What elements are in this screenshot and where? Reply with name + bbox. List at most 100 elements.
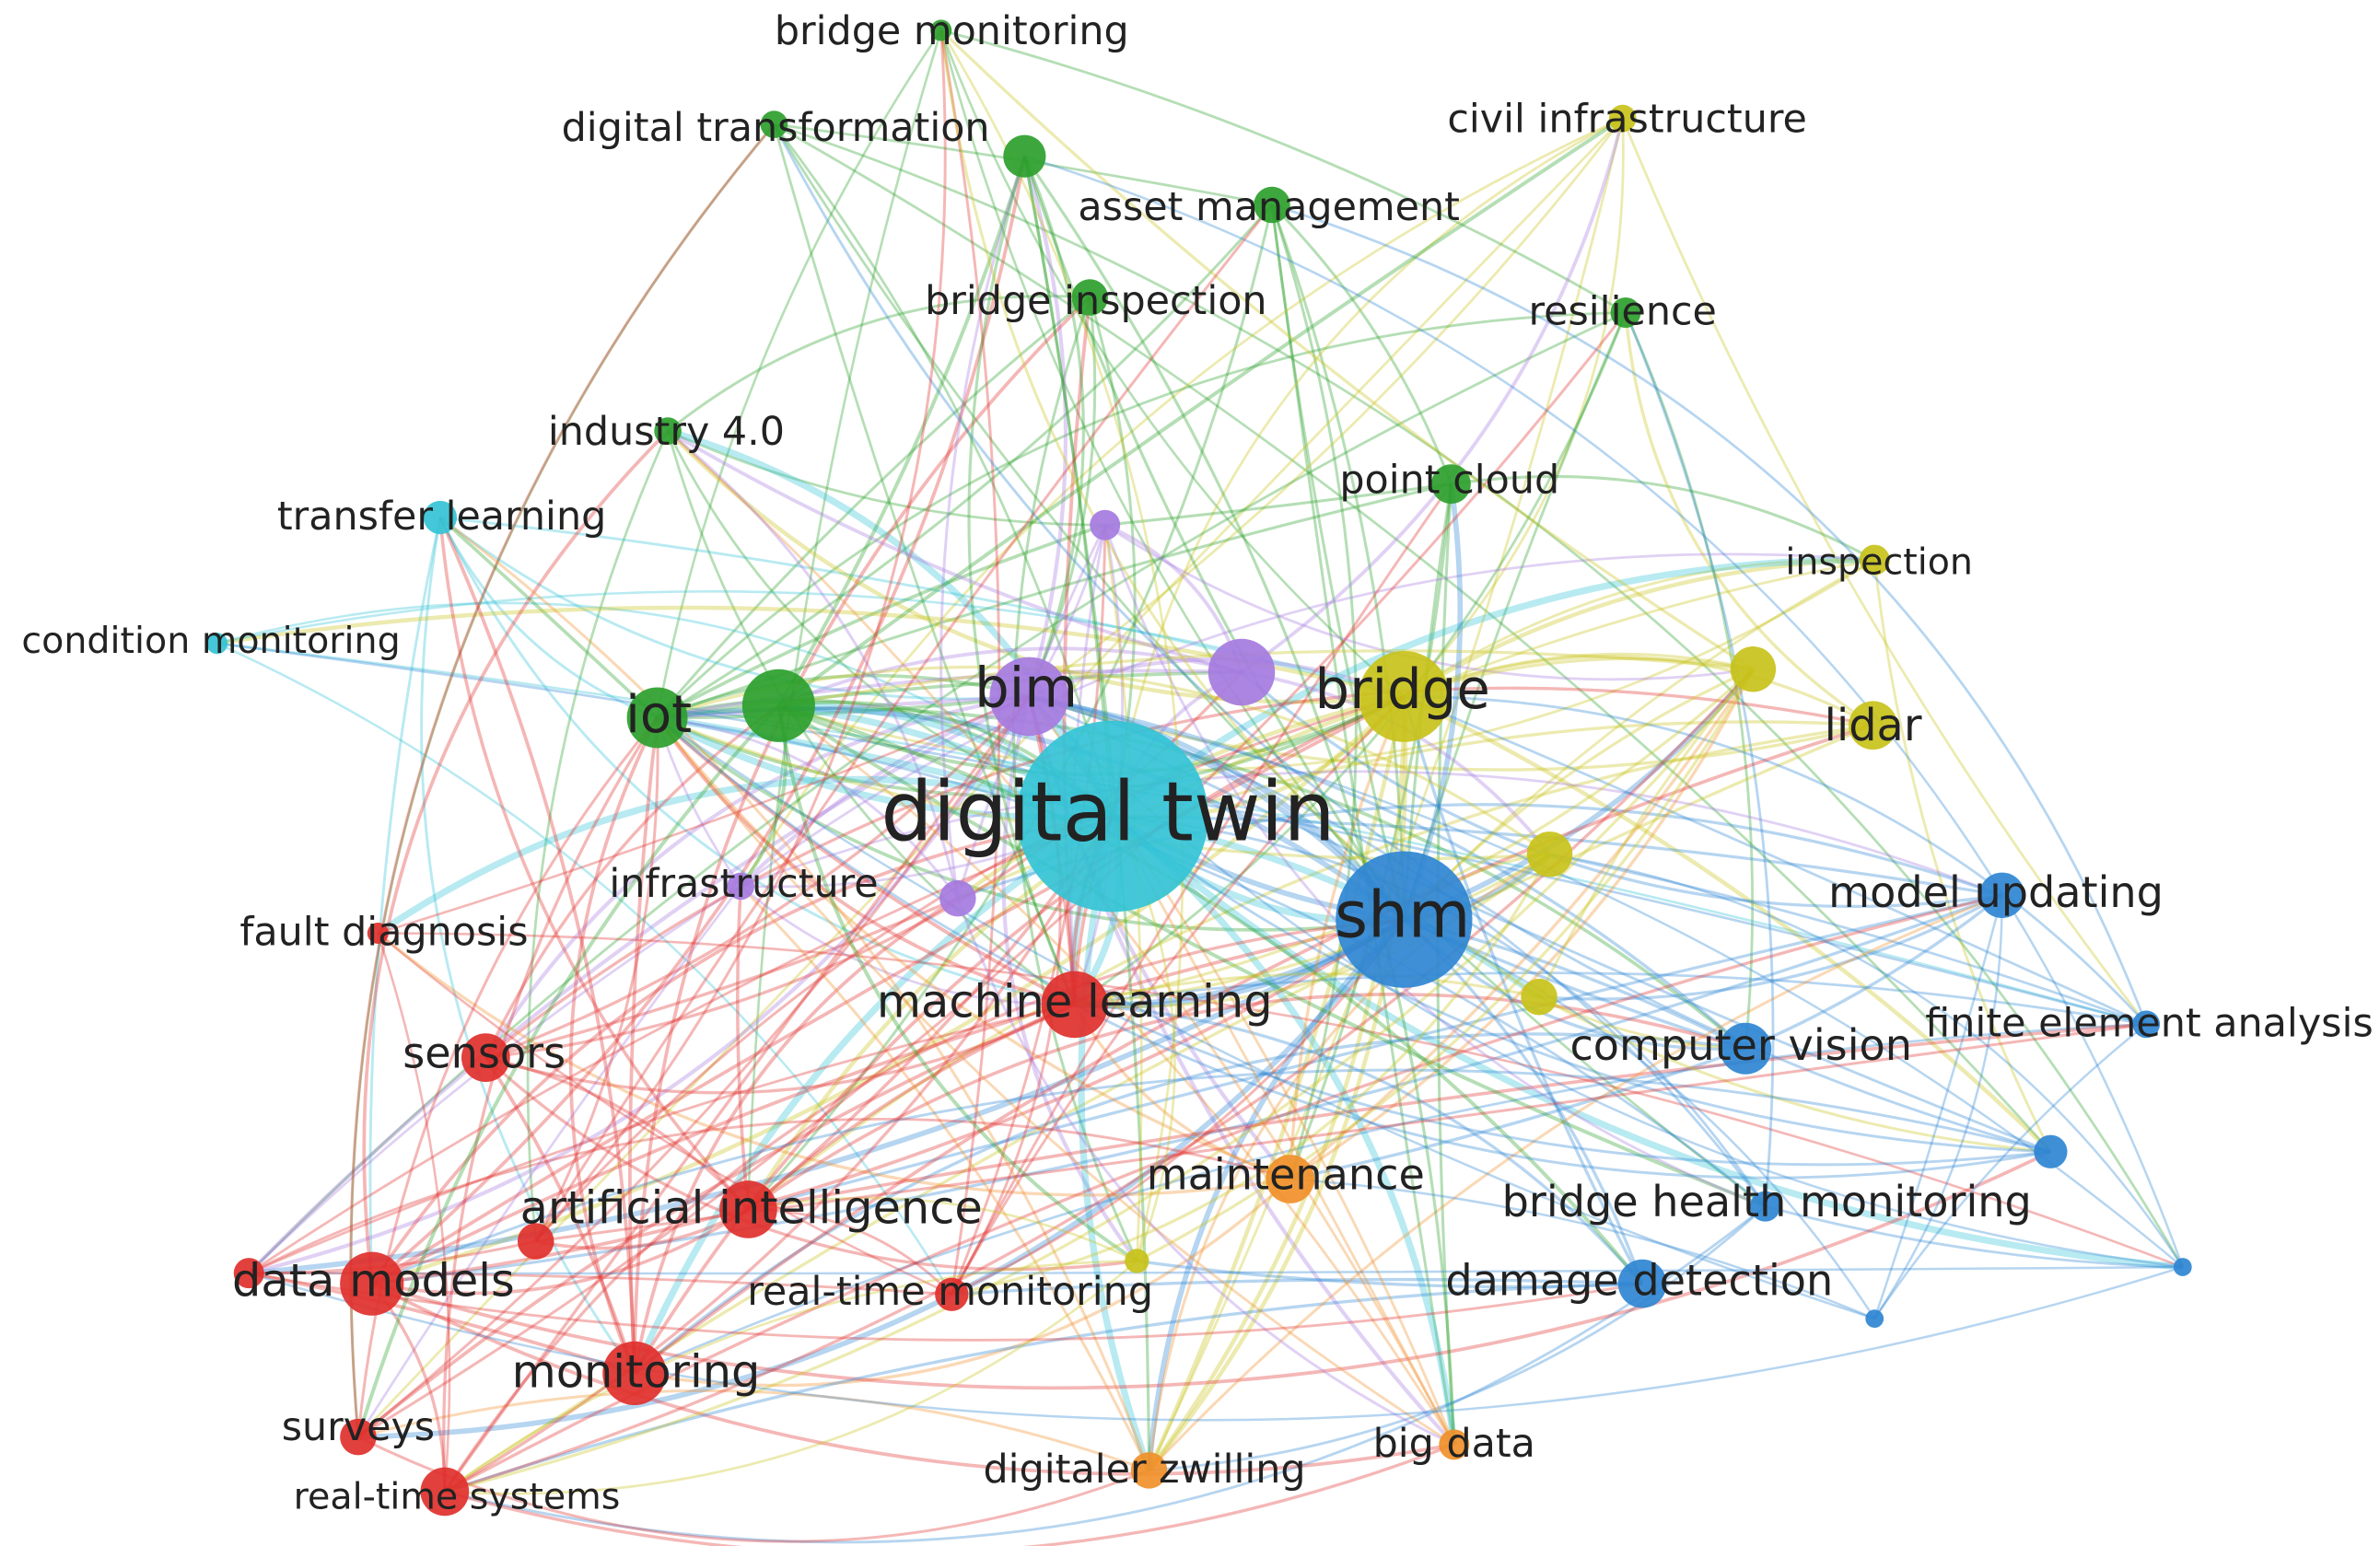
edge [633,1032,1746,1375]
node-label: point cloud [1339,458,1559,504]
edge [534,203,1274,1242]
node-label: infrastructure [609,861,878,907]
edge [356,695,1031,1438]
edge [1403,694,2052,1154]
edge [356,703,780,1438]
edge [1624,311,1775,1207]
edge [777,646,1242,708]
edge [1147,695,1406,1471]
edge [747,29,942,1210]
edge [657,694,1030,720]
edge [439,516,1030,701]
edge [634,1022,2147,1375]
edge [656,716,2051,1167]
edge [248,815,1114,1274]
edge [247,694,1031,1275]
node-label: digitaler zwilling [983,1447,1305,1493]
edge [216,601,1114,818]
node [654,417,682,445]
edge [939,29,1755,671]
edge [1012,296,1138,1262]
edge [950,695,1406,1296]
edge [773,123,1114,817]
edge [1537,668,1755,998]
node [1526,831,1573,878]
node [1017,720,1208,912]
edge [1538,995,2051,1154]
edge [1289,1178,1875,1320]
node [1865,1309,1884,1328]
edge [1074,1003,2051,1180]
node [1750,1191,1781,1222]
node-label: bim [974,657,1078,720]
edge [370,694,1406,1285]
edge [657,694,1030,720]
node-label: real-time monitoring [747,1269,1153,1315]
edge [370,917,1405,1285]
node-label: monitoring [512,1345,761,1399]
edge [1111,117,1624,817]
node [930,19,952,41]
node [1610,297,1641,328]
edge [939,29,1406,698]
edge [939,29,1184,1261]
edge [356,716,659,1437]
edge [633,723,1874,1375]
edge [776,704,1138,1263]
edge [777,558,1875,772]
edge [656,296,1091,719]
edge [1872,559,2052,1153]
node [420,1467,470,1517]
edge [656,716,1291,1181]
edge [1621,118,2148,1026]
edge [1403,657,1754,698]
edge [484,1056,636,1374]
edge [655,716,1076,1006]
node [1608,104,1637,133]
node-label: finite element analysis [1925,1001,2373,1047]
edge [249,917,1406,1276]
node [423,500,458,535]
edge [1146,917,1406,1471]
edge [1074,853,1551,1008]
edge [444,1205,1767,1544]
node [2034,1134,2068,1168]
edge [1240,670,2002,908]
edge [357,1389,1150,1472]
node [1521,978,1558,1016]
edge [748,1022,2147,1212]
edge [740,117,1624,888]
edge [371,1068,2051,1285]
node-label: big data [1373,1421,1535,1467]
edge [357,311,1628,1438]
edge [439,516,1150,1471]
edge [1147,696,1406,1472]
node [1439,1429,1470,1460]
edge [1403,311,1628,921]
node-label: digital transformation [562,105,990,151]
edge [1022,156,1085,698]
node [1617,1259,1667,1308]
edge [1028,117,1624,698]
edge [656,716,1405,932]
edge [667,429,1242,674]
edge [1029,694,1747,1051]
node-label: artificial intelligence [520,1181,983,1235]
edge [1074,1003,1644,1285]
edge [438,517,750,1211]
edge [1289,1047,1746,1181]
edge [774,122,2184,1268]
edge [1029,695,2184,1269]
edge [1104,482,1452,527]
node [1358,650,1450,742]
edge [248,695,1032,1275]
edge [534,717,659,1242]
node [340,1251,404,1316]
edge [568,716,659,1375]
edge [1289,668,1755,1180]
node-label: surveys [282,1404,435,1450]
edge [777,116,1624,707]
node-label: industry 4.0 [548,409,785,455]
edge [1027,296,1097,698]
